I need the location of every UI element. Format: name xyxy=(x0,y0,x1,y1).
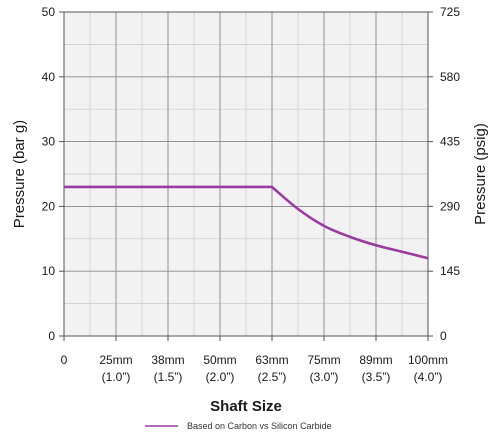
right-axis-title: Pressure (psig) xyxy=(472,123,489,225)
left-axis-title: Pressure (bar g) xyxy=(11,120,28,228)
x-tick-sublabel: (2.0”) xyxy=(206,370,235,384)
right-tick-label: 290 xyxy=(440,199,460,213)
x-tick-sublabel: (1.0”) xyxy=(102,370,131,384)
x-tick-label: 25mm xyxy=(99,353,132,367)
series-group xyxy=(64,185,429,260)
left-tick-label: 10 xyxy=(42,264,56,278)
left-tick-label: 0 xyxy=(48,329,55,343)
x-tick-label: 89mm xyxy=(359,353,392,367)
x-tick-label: 63mm xyxy=(255,353,288,367)
x-tick-sublabel: (4.0”) xyxy=(414,370,443,384)
x-tick-label: 75mm xyxy=(307,353,340,367)
right-tick-label: 580 xyxy=(440,70,460,84)
legend: Based on Carbon vs Silicon Carbide xyxy=(145,421,332,431)
right-tick-label: 145 xyxy=(440,264,460,278)
plot-border xyxy=(63,11,429,337)
x-tick-sublabel: (3.5”) xyxy=(362,370,391,384)
x-tick-sublabel: (2.5”) xyxy=(258,370,287,384)
x-tick-label: 50mm xyxy=(203,353,236,367)
series-line xyxy=(64,185,429,260)
right-tick-label: 725 xyxy=(440,5,460,19)
left-tick-label: 40 xyxy=(42,70,56,84)
x-axis-title: Shaft Size xyxy=(210,398,282,415)
x-tick-label: 38mm xyxy=(151,353,184,367)
x-tick-sublabel: (1.5”) xyxy=(154,370,183,384)
left-tick-label: 50 xyxy=(42,5,56,19)
x-axis-ticks: 0 25mm (1.0”) 38mm (1.5”) 50mm (2.0”) 63mm (2.5”… xyxy=(61,336,448,384)
right-tick-label: 0 xyxy=(440,329,447,343)
right-axis-ticks: 0 145 290 435 580 725 xyxy=(428,5,460,343)
legend-label: Based on Carbon vs Silicon Carbide xyxy=(187,421,332,431)
right-tick-label: 435 xyxy=(440,135,460,149)
left-tick-label: 30 xyxy=(42,135,56,149)
x-tick-label: 100mm xyxy=(408,353,448,367)
left-tick-label: 20 xyxy=(42,199,56,213)
x-tick-label: 0 xyxy=(61,353,68,367)
x-tick-sublabel: (3.0”) xyxy=(310,370,339,384)
left-axis-ticks: 0 10 20 30 40 50 xyxy=(42,5,64,343)
major-grid-lines xyxy=(64,12,429,336)
